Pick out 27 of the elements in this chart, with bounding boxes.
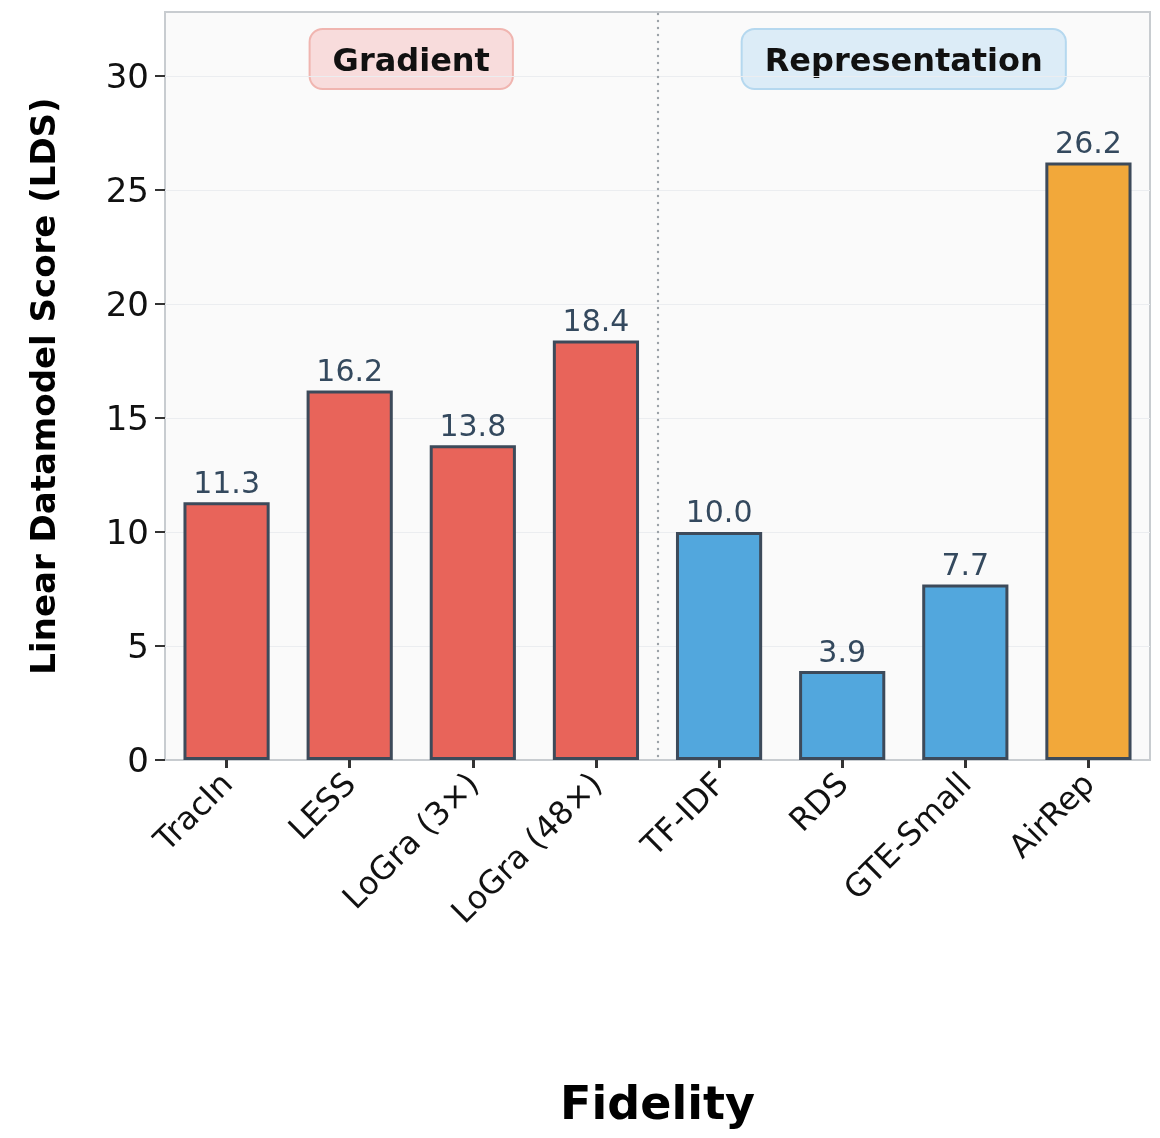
y-tick-label: 30	[105, 55, 149, 96]
y-tick-label: 20	[105, 283, 149, 324]
bar	[183, 502, 270, 760]
y-tick-label: 25	[105, 169, 149, 210]
data-label: 11.3	[193, 464, 260, 500]
data-label: 3.9	[818, 633, 867, 669]
bar	[306, 390, 393, 760]
annotation: Gradient	[332, 41, 490, 79]
annotation: Representation	[764, 41, 1043, 79]
y-tick-label: 15	[105, 397, 149, 438]
data-label: 7.7	[941, 546, 990, 582]
bar	[675, 531, 763, 760]
data-label: 26.2	[1055, 125, 1122, 161]
y-tick-label: 5	[127, 625, 149, 666]
y-axis-title: Linear Datamodel Score (LDS)	[23, 97, 63, 675]
y-tick-label: 0	[127, 740, 149, 780]
bar	[552, 340, 640, 760]
bar	[922, 584, 1009, 760]
bar	[429, 445, 516, 760]
data-label: 16.2	[316, 353, 384, 389]
y-tick-label: 10	[105, 511, 149, 552]
data-label: 13.8	[439, 407, 507, 443]
data-label: 18.4	[562, 302, 630, 338]
data-label: 10.0	[685, 494, 753, 530]
x-axis-title: Fidelity	[560, 1076, 755, 1130]
bar	[1045, 162, 1132, 760]
bar	[799, 671, 886, 760]
